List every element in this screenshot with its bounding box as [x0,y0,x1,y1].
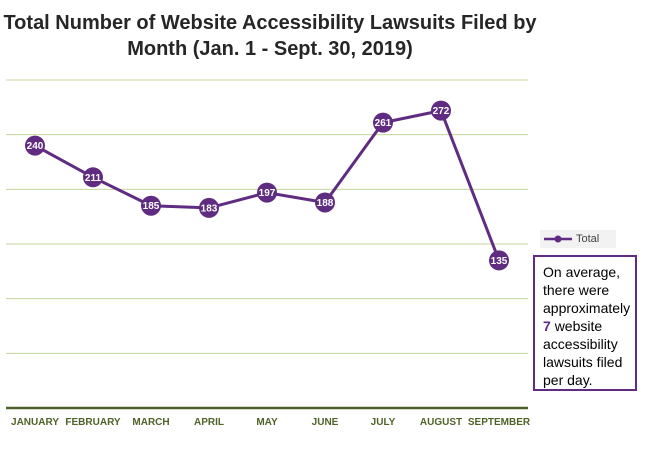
x-tick-label: AUGUST [420,417,462,428]
x-tick-label: SEPTEMBER [468,417,531,428]
x-tick-label: MAY [256,417,278,428]
data-label: 272 [433,106,450,117]
data-point [199,197,219,218]
annotation-highlight: 7 [543,318,551,334]
legend-line-marker-icon [544,235,572,243]
data-point [315,192,335,213]
legend-label: Total [576,233,600,245]
data-point [257,182,277,203]
data-label: 240 [27,141,44,152]
data-point [373,112,393,133]
data-label: 211 [85,173,102,184]
x-tick-label: JANUARY [11,417,59,428]
x-tick-label: APRIL [194,417,224,428]
data-label: 185 [143,201,160,212]
annotation-box: On average, there were approximately 7 w… [533,255,637,391]
data-point [25,135,45,156]
data-point [431,100,451,121]
x-tick-label: JUNE [312,417,339,428]
chart-title: Total Number of Website Accessibility La… [3,12,537,60]
x-tick-label: MARCH [132,417,169,428]
x-tick-label: JULY [371,417,396,428]
x-tick-label: FEBRUARY [65,417,121,428]
annotation-text: website accessibility lawsuits filed per… [543,318,623,388]
legend: Total [540,230,616,248]
data-label: 135 [491,256,508,267]
data-label: 197 [259,188,276,199]
data-point [489,250,509,271]
data-label: 188 [317,198,334,209]
annotation-text: On average, there were approximately [543,264,631,316]
data-point [141,195,161,216]
data-label: 261 [375,118,392,129]
data-label: 183 [201,203,218,214]
data-point [83,167,103,188]
